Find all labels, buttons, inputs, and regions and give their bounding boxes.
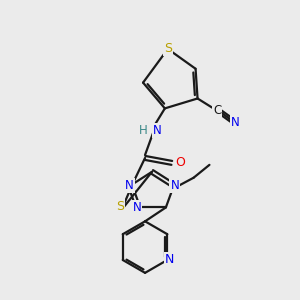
Text: N: N <box>153 124 162 137</box>
Text: N: N <box>231 116 240 129</box>
Text: C: C <box>213 104 221 117</box>
Text: N: N <box>125 179 134 192</box>
Text: N: N <box>165 254 174 266</box>
Text: N: N <box>133 201 142 214</box>
Text: O: O <box>175 156 185 170</box>
Text: S: S <box>116 200 124 213</box>
Text: N: N <box>170 179 179 192</box>
Text: H: H <box>139 124 148 137</box>
Text: S: S <box>164 42 172 56</box>
